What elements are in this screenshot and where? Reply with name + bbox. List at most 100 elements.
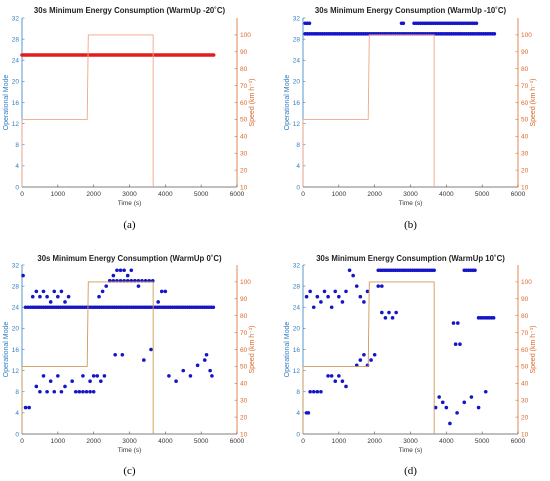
- y-tick-label-right: 80: [521, 66, 529, 73]
- x-tick-label: 4000: [158, 191, 173, 198]
- operational-mode-point: [483, 389, 488, 394]
- y-tick-label-right: 90: [521, 49, 529, 56]
- operational-mode-point: [380, 310, 384, 315]
- operational-mode-point: [84, 389, 89, 394]
- y-tick-label-right: 90: [240, 296, 248, 303]
- y-tick-label-right: 40: [240, 381, 248, 388]
- operational-mode-point: [34, 384, 39, 389]
- y-tick-label-right: 50: [521, 364, 529, 371]
- y-tick-label-left: 12: [12, 121, 20, 128]
- chart-title: 30s Minimum Energy Consumption (WarmUp 0…: [37, 254, 222, 263]
- y-tick-label-left: 4: [15, 163, 19, 170]
- chart-panel-2: 30s Minimum Energy Consumption (WarmUp -…: [284, 6, 537, 231]
- operational-mode-point: [45, 294, 49, 299]
- operational-mode-point: [456, 321, 460, 325]
- y-tick-label-left: 28: [293, 36, 301, 43]
- operational-mode-point: [340, 300, 345, 304]
- operational-mode-point: [448, 421, 452, 426]
- x-tick-label: 3000: [403, 191, 418, 198]
- operational-mode-point: [167, 374, 171, 378]
- y-tick-label-left: 8: [296, 389, 300, 396]
- x-tick-label: 0: [301, 438, 305, 445]
- operational-mode-point: [311, 305, 316, 310]
- y-tick-label-right: 10: [521, 431, 529, 438]
- x-tick-label: 1000: [51, 191, 66, 198]
- operational-mode-point: [120, 352, 125, 357]
- operational-mode-point: [394, 310, 398, 315]
- operational-mode-point: [52, 289, 57, 294]
- panel-caption: (a): [123, 219, 136, 231]
- operational-mode-point: [437, 395, 441, 399]
- y-tick-label-right: 30: [521, 151, 529, 158]
- operational-mode-point: [104, 284, 109, 288]
- operational-mode-point: [66, 294, 71, 299]
- y-tick-label-right: 70: [521, 330, 529, 337]
- operational-mode-point: [211, 305, 216, 310]
- operational-mode-point: [73, 389, 78, 394]
- operational-mode-point: [115, 268, 119, 273]
- y-tick-label-left: 28: [293, 283, 301, 290]
- x-tick-label: 4000: [439, 438, 454, 445]
- x-tick-label: 1000: [51, 438, 66, 445]
- y-tick-label-right: 60: [240, 347, 248, 354]
- operational-mode-point: [59, 389, 64, 394]
- x-tick-label: 2000: [86, 438, 101, 445]
- operational-mode-point: [95, 374, 100, 378]
- speed-line: [302, 281, 435, 434]
- y-axis-label-left: Operational Mode: [284, 75, 291, 131]
- operational-mode-point: [329, 305, 334, 310]
- y-tick-label-left: 16: [293, 347, 301, 354]
- operational-mode-point: [365, 289, 370, 294]
- x-tick-label: 3000: [122, 191, 137, 198]
- operational-mode-point: [142, 358, 146, 362]
- operational-mode-point: [308, 289, 312, 294]
- x-axis-label: Time (s): [399, 447, 423, 454]
- operational-mode-point: [458, 342, 462, 347]
- chart-title: 30s Minimum Energy Consumption (WarmUp -…: [34, 6, 226, 15]
- y-tick-label-right: 10: [240, 431, 248, 438]
- operational-mode-point: [188, 374, 193, 378]
- operational-mode-point: [26, 305, 30, 310]
- operational-mode-point: [81, 374, 85, 378]
- operational-mode-point: [329, 374, 334, 378]
- speed-line: [21, 281, 154, 434]
- operational-mode-point: [476, 405, 481, 410]
- y-tick-label-left: 8: [15, 142, 19, 149]
- operational-mode-point: [136, 284, 141, 288]
- y-tick-label-left: 28: [12, 283, 20, 290]
- y-tick-label-left: 32: [293, 15, 301, 22]
- operational-mode-point: [362, 300, 366, 304]
- operational-mode-point: [354, 284, 359, 288]
- operational-mode-point: [322, 289, 327, 294]
- y-tick-label-right: 30: [240, 398, 248, 405]
- operational-mode-point: [358, 358, 363, 362]
- y-tick-label-right: 90: [240, 49, 248, 56]
- y-tick-label-right: 60: [240, 100, 248, 107]
- y-axis-label-right: Speed (km h⁻¹): [249, 325, 256, 373]
- operational-mode-point: [34, 289, 39, 294]
- y-tick-label-right: 70: [240, 330, 248, 337]
- y-tick-label-left: 12: [12, 368, 20, 375]
- operational-mode-point: [308, 389, 312, 394]
- chart-panel-1: 30s Minimum Energy Consumption (WarmUp -…: [3, 6, 256, 231]
- operational-mode-point: [81, 389, 85, 394]
- x-tick-label: 5000: [475, 191, 490, 198]
- operational-mode-point: [390, 316, 395, 320]
- y-tick-label-right: 20: [521, 414, 529, 421]
- panel-caption: (c): [123, 465, 136, 477]
- operational-mode-point: [23, 305, 28, 310]
- operational-mode-point: [56, 294, 60, 299]
- operational-mode-point: [474, 21, 479, 26]
- operational-mode-point: [433, 405, 438, 410]
- x-tick-label: 2000: [367, 438, 382, 445]
- y-tick-label-right: 40: [521, 134, 529, 141]
- y-tick-label-right: 100: [521, 279, 532, 286]
- operational-mode-point: [337, 294, 341, 299]
- y-tick-label-left: 0: [296, 431, 300, 438]
- operational-mode-point: [306, 411, 311, 415]
- speed-line: [21, 34, 154, 187]
- operational-mode-point: [469, 395, 474, 399]
- y-tick-label-right: 20: [521, 167, 529, 174]
- operational-mode-point: [159, 289, 164, 294]
